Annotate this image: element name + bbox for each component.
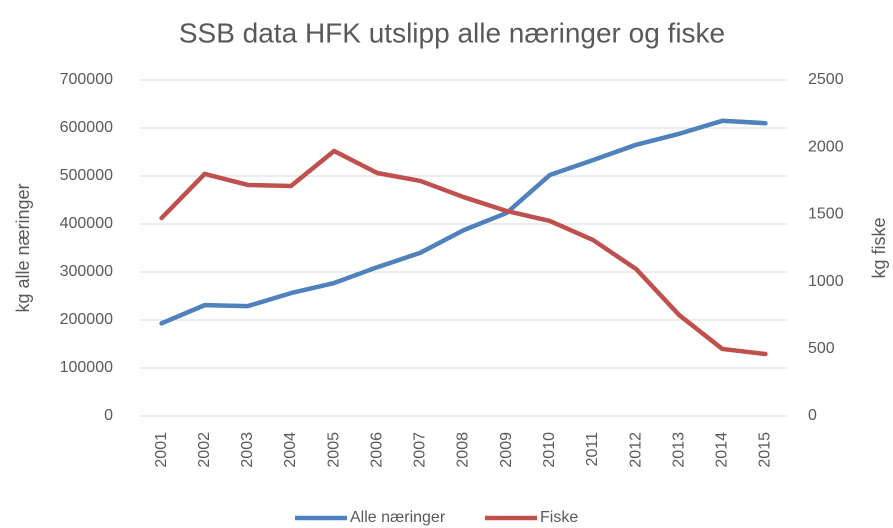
y-tick-label: 700000 xyxy=(60,71,113,88)
x-tick-label: 2008 xyxy=(455,432,472,468)
chart-title: SSB data HFK utslipp alle næringer og fi… xyxy=(179,17,725,48)
x-tick-label: 2007 xyxy=(412,432,429,468)
y2-tick-label: 1500 xyxy=(808,206,844,223)
x-tick-label: 2010 xyxy=(541,432,558,468)
x-tick-label: 2015 xyxy=(757,432,774,468)
y-tick-label: 0 xyxy=(104,407,113,424)
legend-label: Fiske xyxy=(540,509,578,526)
series-line xyxy=(159,118,768,326)
x-tick-label: 2009 xyxy=(498,432,515,468)
x-tick-label: 2005 xyxy=(325,432,342,468)
x-tick-label: 2013 xyxy=(670,432,687,468)
x-tick-label: 2006 xyxy=(368,432,385,468)
y-tick-label: 600000 xyxy=(60,119,113,136)
y-tick-label: 100000 xyxy=(60,359,113,376)
y2-axis-label: kg fiske xyxy=(869,217,889,278)
y-tick-label: 300000 xyxy=(60,263,113,280)
x-tick-label: 2004 xyxy=(282,432,299,468)
legend-label: Alle næringer xyxy=(350,509,446,526)
x-tick-label: 2011 xyxy=(584,432,601,467)
y2-tick-label: 1000 xyxy=(808,273,844,290)
x-tick-label: 2001 xyxy=(153,432,170,468)
series-line xyxy=(159,148,768,357)
y-tick-label: 400000 xyxy=(60,215,113,232)
x-tick-label: 2002 xyxy=(196,432,213,468)
y-tick-label: 200000 xyxy=(60,311,113,328)
x-tick-label: 2003 xyxy=(239,432,256,468)
y2-tick-label: 500 xyxy=(808,340,835,357)
y2-tick-label: 2000 xyxy=(808,138,844,155)
x-tick-label: 2014 xyxy=(714,432,731,468)
y-axis-label: kg alle næringer xyxy=(13,183,33,312)
x-tick-label: 2012 xyxy=(627,432,644,468)
y-tick-label: 500000 xyxy=(60,167,113,184)
y2-tick-label: 2500 xyxy=(808,71,844,88)
y2-tick-label: 0 xyxy=(808,407,817,424)
